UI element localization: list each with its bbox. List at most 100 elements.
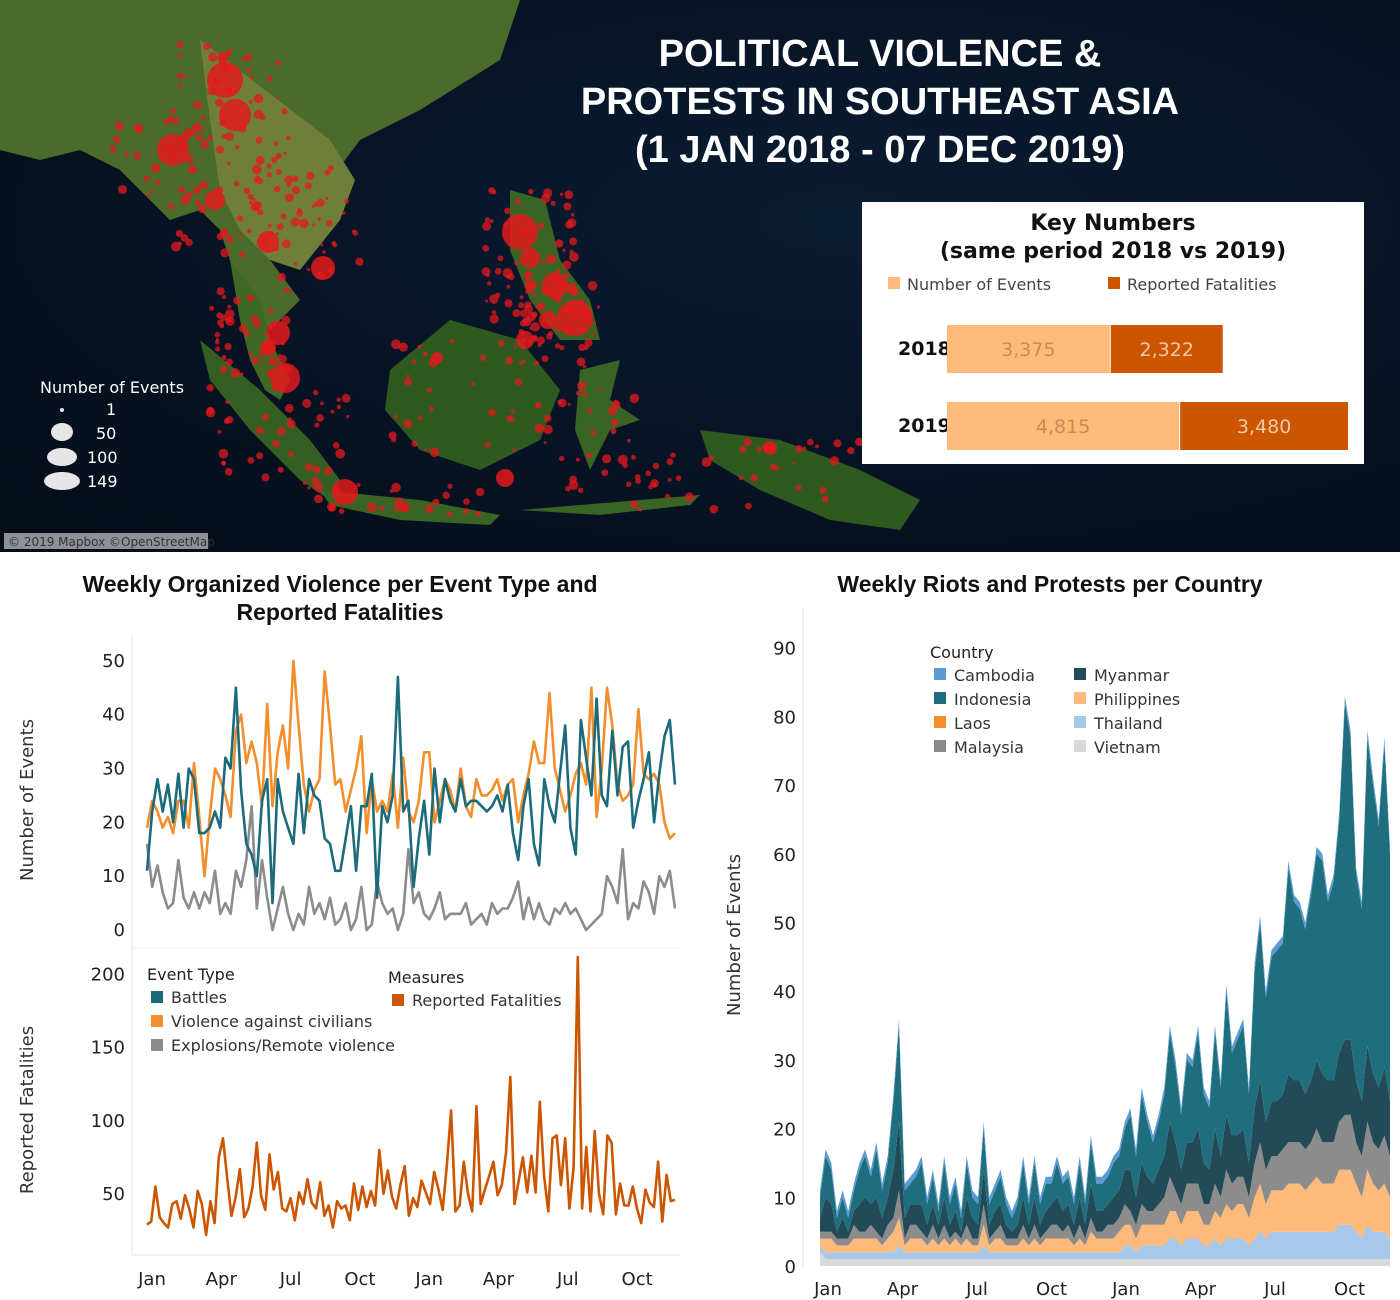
java-island [320, 490, 500, 525]
event-bubble [196, 134, 203, 141]
event-bubble-large [557, 300, 593, 336]
event-bubble [645, 470, 651, 477]
event-bubble [277, 272, 286, 282]
event-bubble [275, 232, 279, 236]
event-bubble [252, 164, 262, 175]
legend-swatch-thailand [1074, 716, 1086, 728]
event-bubble [236, 215, 244, 222]
left-top-ytick: 20 [102, 812, 125, 833]
event-bubble [320, 243, 324, 247]
event-bubble [286, 182, 291, 187]
event-bubble [215, 337, 219, 342]
event-bubble [255, 137, 263, 144]
event-bubble [187, 164, 198, 175]
event-bubble [258, 353, 264, 358]
legend-label-reported-fatalities: Reported Fatalities [412, 991, 562, 1010]
event-bubble [756, 446, 762, 452]
line-reported-fatalities [146, 955, 676, 1237]
event-bubble [177, 72, 184, 80]
event-bubble [847, 447, 855, 455]
event-bubble [249, 74, 254, 80]
event-bubble [546, 254, 557, 264]
event-bubble [220, 366, 228, 374]
event-bubble [569, 237, 578, 246]
event-bubble [497, 255, 504, 262]
key-legend-fatalities-label: Reported Fatalities [1127, 275, 1277, 294]
event-bubble [261, 358, 265, 363]
event-bubble [143, 175, 150, 182]
event-bubble [709, 504, 719, 514]
event-bubble [346, 414, 350, 419]
event-bubble [411, 359, 417, 364]
event-bubble [815, 444, 819, 449]
event-bubble [225, 316, 235, 326]
event-bubble [302, 480, 307, 485]
event-bubble [565, 220, 574, 229]
left-chart-title: Weekly Organized Violence per Event Type… [40, 570, 640, 626]
event-bubble [564, 190, 574, 200]
event-bubble [635, 478, 641, 485]
event-bubble [510, 409, 515, 414]
event-bubble [617, 454, 628, 465]
event-bubble [422, 351, 428, 357]
event-bubble [512, 309, 521, 318]
event-bubble [475, 511, 482, 517]
left-top-ytick: 40 [102, 705, 125, 726]
event-bubble [470, 381, 476, 387]
legend-swatch-indonesia [934, 692, 946, 704]
right-xtick: Jan [813, 1279, 842, 1300]
right-xtick: Jan [1111, 1279, 1140, 1300]
event-bubble [177, 52, 183, 58]
event-bubble [238, 232, 243, 237]
event-bubble [743, 437, 752, 446]
event-bubble [230, 368, 241, 378]
event-bubble [449, 338, 455, 344]
event-bubble [306, 268, 310, 272]
event-bubble [225, 309, 235, 319]
event-bubble [511, 417, 515, 422]
sumatra-island [200, 340, 340, 500]
event-bubble [833, 439, 842, 448]
event-bubble [484, 217, 490, 223]
event-bubble [286, 419, 296, 429]
event-bubble [521, 359, 526, 364]
event-bubble [208, 52, 218, 62]
left-xtick: Jan [137, 1269, 166, 1290]
event-bubble [534, 360, 539, 366]
legend-label-malaysia: Malaysia [954, 738, 1024, 757]
event-bubble [393, 414, 398, 419]
key-fatalities-bar-2019 [1180, 402, 1348, 450]
legend-label-philippines: Philippines [1094, 690, 1180, 709]
event-bubble [391, 437, 397, 443]
event-bubble [314, 422, 320, 428]
event-bubble [351, 229, 356, 234]
page-title-line1: POLITICAL VIOLENCE & [658, 33, 1102, 75]
event-bubble [184, 74, 188, 78]
event-bubble [278, 354, 287, 364]
event-bubble [494, 292, 501, 298]
event-bubble-large [502, 214, 538, 250]
event-bubble [802, 446, 807, 451]
event-bubble [514, 198, 521, 205]
event-bubble [251, 356, 259, 365]
event-bubble [487, 281, 492, 286]
event-bubble [146, 193, 151, 197]
event-bubble-large [260, 340, 276, 356]
event-bubble [281, 108, 288, 115]
event-bubble [290, 217, 300, 227]
event-bubble [273, 141, 279, 146]
left-top-ytick: 30 [102, 758, 125, 779]
event-bubble [338, 508, 345, 514]
size-legend-label-1: 1 [106, 400, 116, 419]
event-bubble [335, 448, 346, 459]
left-xtick: Jul [279, 1269, 302, 1290]
event-bubble [819, 486, 827, 495]
right-xtick: Jul [1263, 1279, 1286, 1300]
event-bubble [225, 416, 234, 424]
event-bubble [425, 504, 434, 513]
event-bubble [559, 455, 565, 462]
event-bubble [424, 447, 428, 451]
event-bubble [302, 398, 312, 408]
area-philippines [820, 1169, 1390, 1253]
event-bubble [176, 41, 184, 48]
